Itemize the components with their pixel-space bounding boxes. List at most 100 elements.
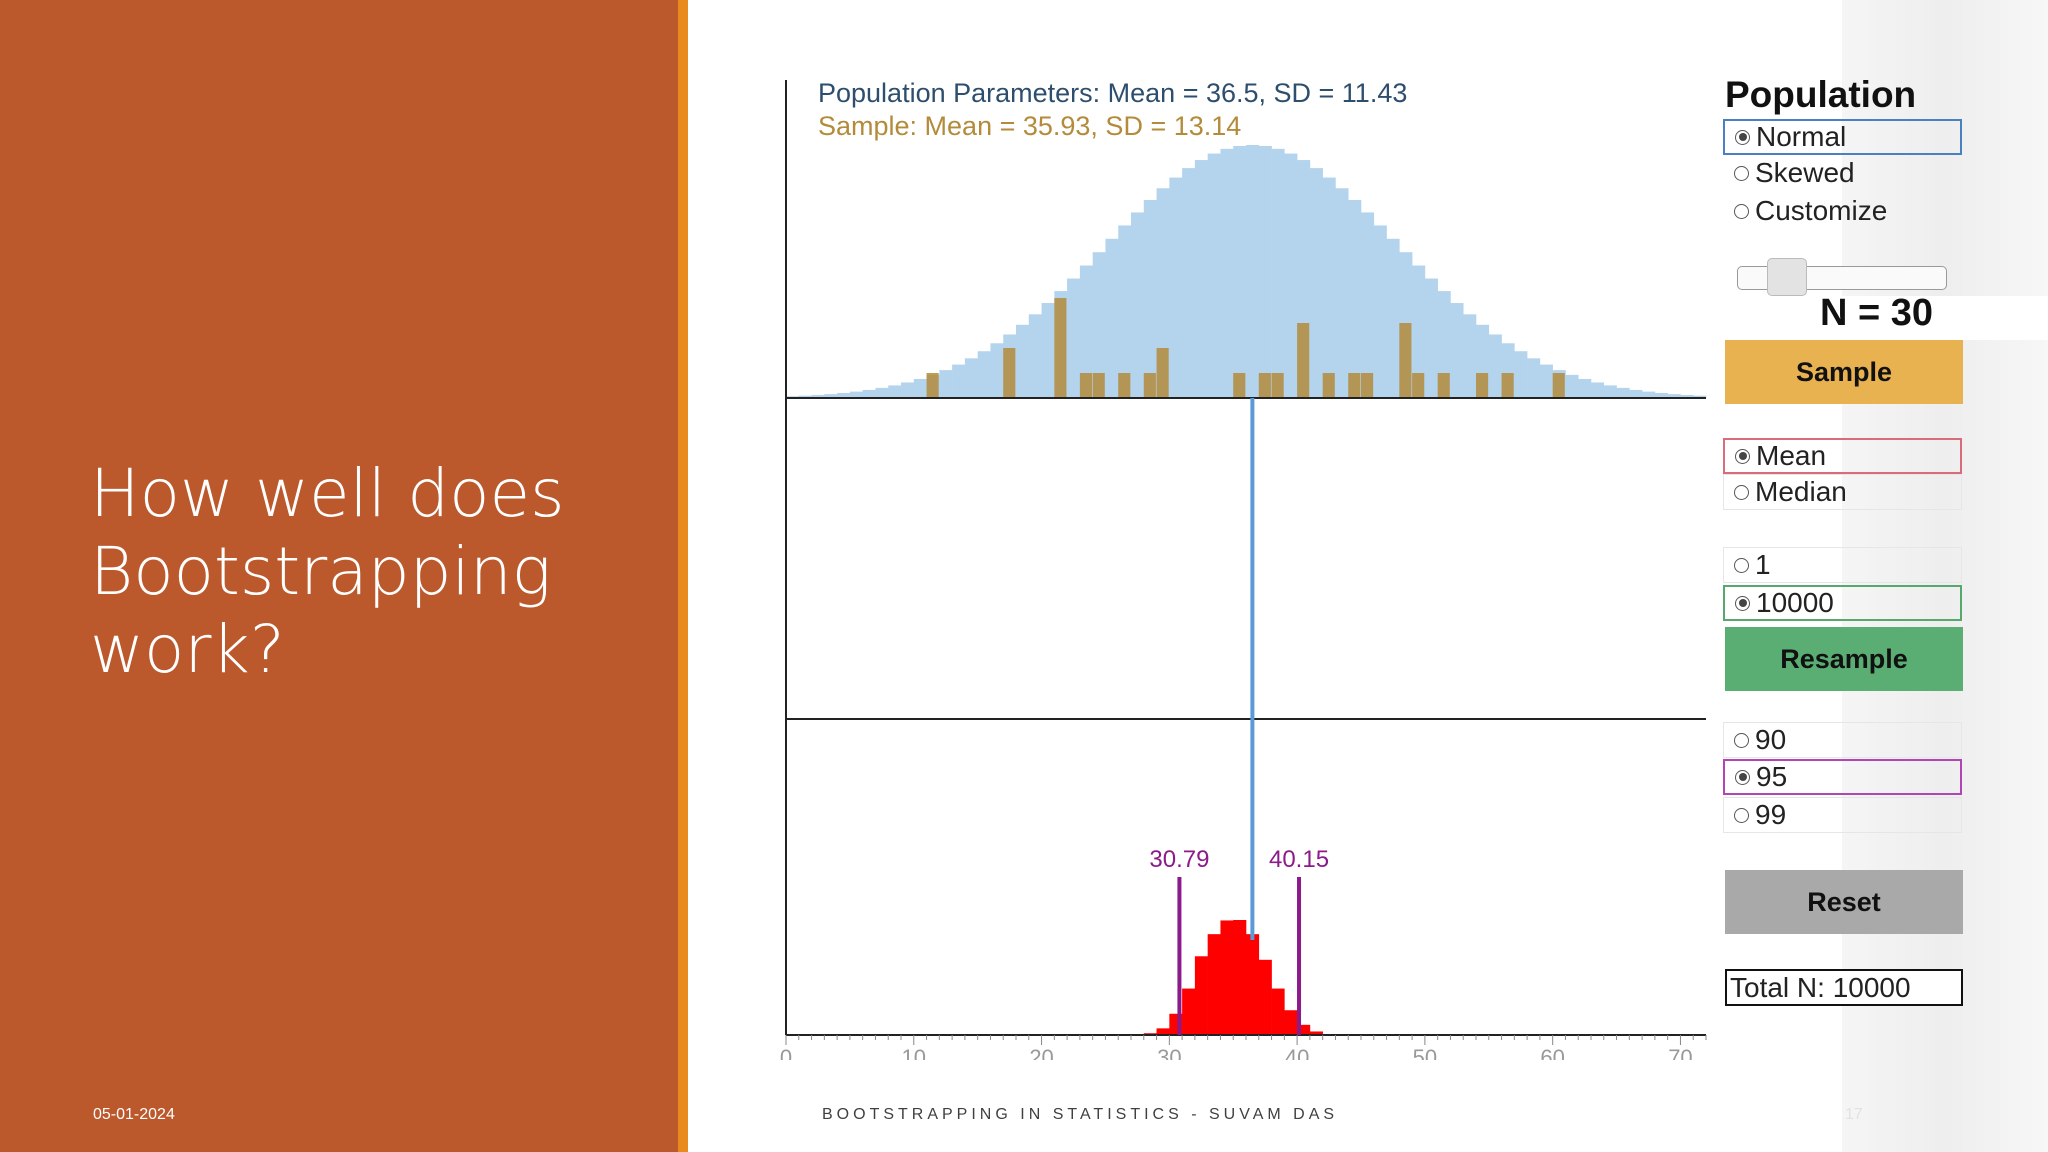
option-label: 95 <box>1756 761 1788 792</box>
sample-statistics-text: Sample: Mean = 35.93, SD = 13.14 <box>818 111 1241 141</box>
slider-thumb[interactable] <box>1767 258 1807 296</box>
population-bar <box>1169 177 1183 398</box>
sample-bar <box>1399 323 1412 398</box>
population-bar <box>1424 278 1438 398</box>
bootstrap-bar <box>1233 920 1247 1035</box>
option-normal[interactable]: Normal <box>1723 119 1962 155</box>
bootstrap-bar <box>1271 988 1285 1035</box>
population-bar <box>1028 314 1042 398</box>
ci-label: 30.79 <box>1149 846 1209 873</box>
population-bar <box>964 358 978 398</box>
sample-bar <box>1079 373 1093 398</box>
population-bar <box>1207 153 1221 398</box>
population-bar <box>1194 160 1208 398</box>
sample-bar <box>1322 373 1335 398</box>
x-tick-label: 20 <box>1029 1045 1053 1060</box>
sample-button[interactable]: Sample <box>1725 340 1963 404</box>
sample-bar <box>1258 373 1271 398</box>
bootstrap-bar <box>1309 1031 1323 1035</box>
bootstrap-chart: 0 10 20 30 40 50 60 70 30.79 40.15 Population Para… <box>780 78 1707 1060</box>
population-bar <box>901 382 915 398</box>
population-bar <box>1271 148 1285 398</box>
reset-button[interactable]: Reset <box>1725 870 1963 934</box>
option-label: 10000 <box>1756 587 1834 618</box>
bootstrap-bar <box>1220 920 1234 1035</box>
bootstrap-bar <box>1182 988 1196 1035</box>
population-bar <box>1258 145 1272 398</box>
population-bar <box>1680 394 1694 398</box>
background-fade <box>1842 0 2048 1152</box>
population-bar <box>1654 392 1668 398</box>
population-bar <box>1386 238 1400 398</box>
option-label: Mean <box>1756 440 1827 471</box>
population-bar <box>862 389 876 398</box>
radio-icon[interactable] <box>1735 129 1750 145</box>
slide-title: How well does Bootstrapping work? <box>90 455 650 689</box>
radio-icon[interactable] <box>1734 807 1749 823</box>
x-tick-label: 50 <box>1413 1045 1437 1060</box>
population-bar <box>1067 278 1081 398</box>
population-bar <box>1309 168 1323 398</box>
population-bar <box>1591 382 1605 398</box>
population-bar <box>1437 291 1451 398</box>
option-ci-99[interactable]: 99 <box>1723 797 1962 833</box>
option-label: 99 <box>1755 799 1787 830</box>
sample-bar <box>926 373 939 398</box>
slide-date: 05-01-2024 <box>93 1106 175 1123</box>
option-ci-90[interactable]: 90 <box>1723 722 1962 758</box>
population-bar <box>1578 378 1592 398</box>
bootstrap-bar <box>1246 934 1260 1035</box>
population-bar <box>1131 212 1145 398</box>
population-bar <box>1693 395 1707 398</box>
population-bar <box>1514 351 1528 398</box>
radio-icon[interactable] <box>1735 595 1750 611</box>
x-tick-label: 0 <box>780 1045 792 1060</box>
radio-icon[interactable] <box>1734 165 1749 181</box>
population-bar <box>1642 391 1656 398</box>
bootstrap-bar <box>1297 1024 1311 1035</box>
x-tick-label: 60 <box>1540 1045 1564 1060</box>
x-tick-label: 10 <box>902 1045 926 1060</box>
title-line: How well does <box>90 455 565 532</box>
option-label: Normal <box>1756 121 1847 152</box>
population-bar <box>1105 238 1119 398</box>
sample-size-label: N = 30 <box>1820 292 1934 334</box>
population-bar <box>990 343 1004 398</box>
radio-icon[interactable] <box>1735 769 1750 785</box>
population-bar <box>1143 199 1157 398</box>
population-bar <box>849 391 863 398</box>
option-mean[interactable]: Mean <box>1723 438 1962 474</box>
population-bar <box>1616 387 1630 398</box>
option-resample-1[interactable]: 1 <box>1723 547 1962 583</box>
option-median[interactable]: Median <box>1723 474 1962 510</box>
option-skewed[interactable]: Skewed <box>1723 155 1962 191</box>
radio-icon[interactable] <box>1734 203 1749 219</box>
radio-icon[interactable] <box>1735 448 1750 464</box>
sample-bar <box>1361 373 1374 398</box>
title-line: work? <box>90 611 285 688</box>
population-bar <box>888 385 902 398</box>
radio-icon[interactable] <box>1734 484 1749 500</box>
population-bar <box>1412 265 1426 398</box>
radio-icon[interactable] <box>1734 557 1749 573</box>
sample-bar <box>1271 373 1284 398</box>
title-panel <box>0 0 678 1152</box>
sample-bar <box>1552 373 1565 398</box>
sample-bar <box>1437 373 1450 398</box>
population-bar <box>1246 145 1260 398</box>
radio-icon[interactable] <box>1734 732 1749 748</box>
bootstrap-bar <box>1207 934 1221 1035</box>
x-tick-label: 40 <box>1285 1045 1309 1060</box>
total-n-display: Total N: 10000 <box>1725 969 1963 1006</box>
population-bar <box>1361 212 1375 398</box>
population-bar <box>1603 385 1617 398</box>
n-label-background <box>1790 296 2048 340</box>
option-resample-10000[interactable]: 10000 <box>1723 585 1962 621</box>
sample-bar <box>1156 348 1169 398</box>
resample-button[interactable]: Resample <box>1725 627 1963 691</box>
sample-bar <box>1476 373 1489 398</box>
population-bar <box>1629 389 1643 398</box>
option-customize[interactable]: Customize <box>1723 193 1962 229</box>
sample-bar <box>1003 348 1016 398</box>
option-ci-95[interactable]: 95 <box>1723 759 1962 795</box>
